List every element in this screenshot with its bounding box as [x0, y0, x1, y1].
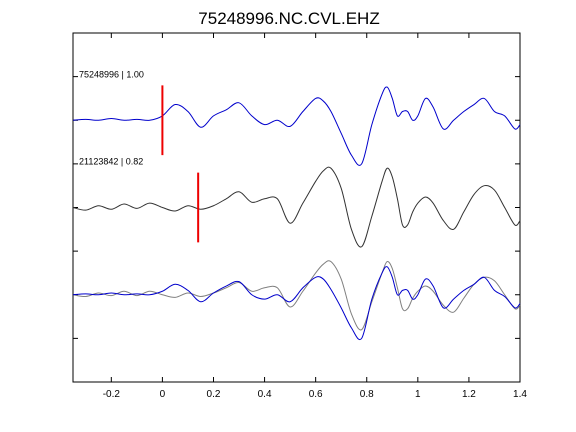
- x-tick-label: 0.4: [258, 389, 272, 400]
- x-tick-label: 1.4: [513, 389, 527, 400]
- plot-area: -0.2 0 0.2 0.4 0.6 0.8 1 1.2 1.4 75248996 | 1.00…: [72, 32, 527, 400]
- trace-label-1: 75248996 | 1.00: [79, 69, 144, 79]
- x-tick-label: 0.6: [309, 389, 323, 400]
- trace-labels: 75248996 | 1.00 21123842 | 0.82: [79, 69, 200, 243]
- waveform-trace-1: [72, 86, 521, 166]
- waveform-trace-4: [72, 260, 521, 331]
- x-tick-label: 1.2: [462, 389, 476, 400]
- waveform-traces: [72, 86, 521, 341]
- waveform-trace-3: [72, 266, 521, 341]
- trace-label-2: 21123842 | 0.82: [79, 157, 143, 167]
- chart-title: 75248996.NC.CVL.EHZ: [198, 9, 379, 28]
- x-tick-label: 0: [160, 389, 166, 400]
- x-tick-label: -0.2: [103, 389, 121, 400]
- x-tick-label: 0.2: [207, 389, 221, 400]
- x-tick-label: 1: [415, 389, 421, 400]
- axis-ticks: -0.2 0 0.2 0.4 0.6 0.8 1 1.2 1.4: [73, 33, 527, 400]
- waveform-trace-2: [72, 166, 521, 248]
- x-tick-label: 0.8: [360, 389, 374, 400]
